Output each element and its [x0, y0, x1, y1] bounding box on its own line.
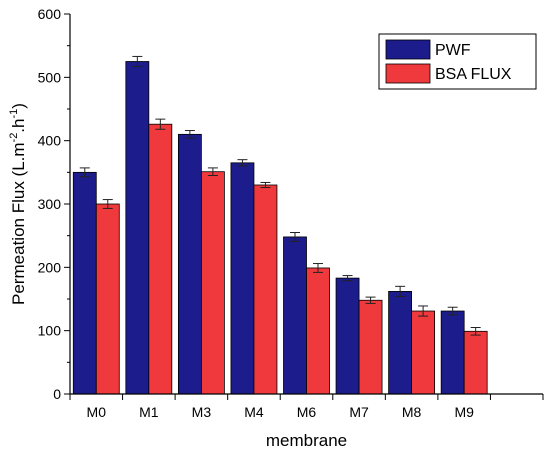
y-axis-title-base: Permeation Flux (L.m: [9, 142, 28, 305]
bar-pwf-M8: [388, 290, 413, 395]
x-tick-label-M4: M4: [244, 404, 264, 420]
bar-pwf-M3: [177, 133, 202, 395]
y-tick-label-500: 500: [38, 69, 62, 85]
y-tick-label-400: 400: [38, 133, 62, 149]
y-tick-label-100: 100: [38, 323, 62, 339]
y-tick-label-200: 200: [38, 259, 62, 275]
legend: PWF BSA FLUX: [378, 33, 537, 90]
bar-pwf-M0: [72, 171, 97, 395]
legend-label-pwf: PWF: [435, 42, 471, 59]
bar-bsa-flux-M1: [148, 123, 173, 395]
bar-bsa-flux-M8: [411, 310, 436, 395]
y-tick-label-300: 300: [38, 196, 62, 212]
x-tick-label-M9: M9: [454, 404, 474, 420]
x-tick-label-M8: M8: [402, 404, 422, 420]
bar-bsa-flux-M3: [200, 171, 225, 395]
legend-swatch-pwf: [385, 39, 431, 60]
bar-bsa-flux-M7: [358, 299, 383, 395]
bar-bsa-flux-M9: [463, 330, 488, 395]
legend-swatch-bsa-flux: [385, 63, 431, 84]
y-axis-title-sup2: -1: [8, 109, 20, 119]
y-ticks: 0 100 200 300 400 500 600: [38, 6, 70, 402]
bar-pwf-M7: [335, 277, 360, 395]
x-tick-label-M7: M7: [349, 404, 369, 420]
x-tick-label-M3: M3: [192, 404, 212, 420]
x-ticks: M0 M1 M3 M4 M6 M7 M8 M9: [69, 394, 544, 420]
bar-bsa-flux-M0: [95, 203, 120, 395]
y-axis-title-mid: .h: [9, 118, 28, 132]
x-tick-label-M0: M0: [87, 404, 107, 420]
x-tick-label-M6: M6: [297, 404, 317, 420]
y-tick-label-0: 0: [53, 386, 61, 402]
y-axis-title-end: ): [9, 103, 28, 109]
bar-pwf-M1: [125, 61, 150, 395]
y-axis-title: Permeation Flux (L.m-2.h-1): [8, 103, 28, 305]
y-axis-title-sup1: -2: [8, 133, 20, 143]
bar-pwf-M6: [283, 236, 307, 395]
x-axis-title: membrane: [266, 431, 347, 450]
bar-bsa-flux-M4: [253, 184, 278, 395]
bar-pwf-M4: [230, 162, 255, 395]
y-tick-label-600: 600: [38, 6, 62, 22]
bars-layer: [72, 61, 488, 395]
legend-label-bsa-flux: BSA FLUX: [435, 66, 512, 83]
x-tick-label-M1: M1: [139, 404, 159, 420]
error-bars-layer: [79, 55, 481, 336]
bar-bsa-flux-M6: [306, 267, 330, 395]
bar-pwf-M9: [440, 310, 465, 395]
